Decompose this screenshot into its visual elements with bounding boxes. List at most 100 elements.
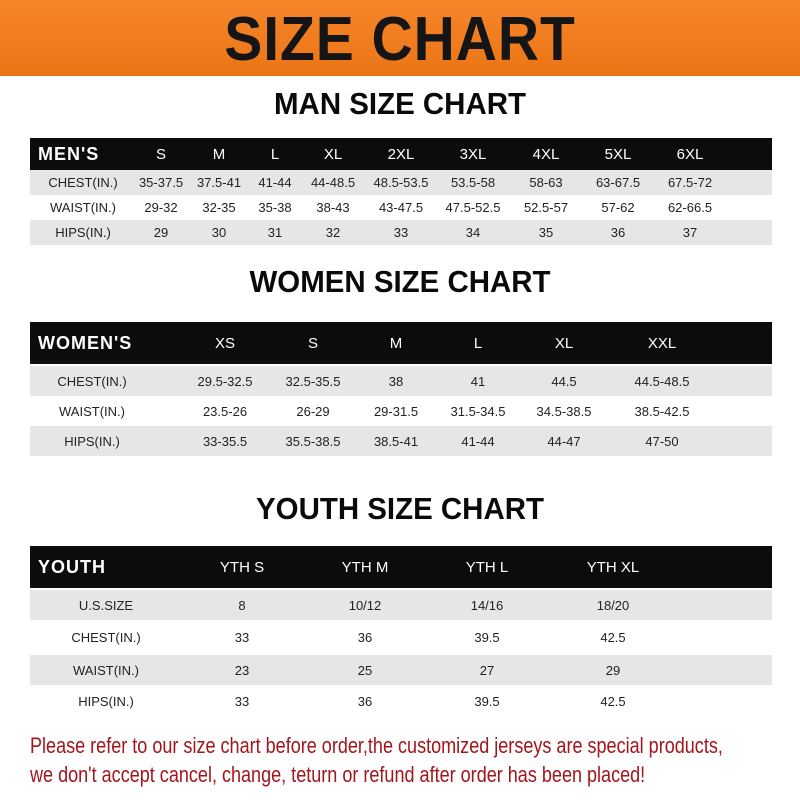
notice-line-2: we don't accept cancel, change, teturn o… [30,762,646,787]
table-cell: 57-62 [601,200,635,215]
table-cell: 67.5-72 [667,175,713,190]
size-header: YTH M [341,558,389,576]
table-cell: 38 [388,373,404,389]
table-cell: 35-37.5 [138,175,184,190]
youth-header-row: YOUTH YTH S YTH M YTH L YTH XL [30,546,772,588]
table-cell: 44.5-48.5 [634,373,690,389]
table-cell: 29-31.5 [373,403,419,419]
table-cell: 39.5 [474,630,500,645]
table-row: WAIST(IN.) 23.5-26 26-29 29-31.5 31.5-34.5 34… [30,396,772,426]
table-cell: 37 [682,225,698,240]
women-title: WOMEN SIZE CHART [249,264,551,299]
size-header: XL [554,334,574,352]
table-cell: 29-32 [144,200,178,215]
table-row: WAIST(IN.) 29-32 32-35 35-38 38-43 43-47.5 47.… [30,195,772,220]
table-cell: 35-38 [258,200,292,215]
size-header: YTH XL [586,558,640,576]
size-header: 3XL [459,145,487,163]
table-cell: 48.5-53.5 [373,175,429,190]
youth-title: YOUTH SIZE CHART [256,491,544,526]
row-label: WAIST(IN.) [50,200,116,215]
table-cell: 30 [211,225,227,240]
size-header: M [389,334,403,352]
row-label: HIPS(IN.) [55,225,111,240]
table-cell: 26-29 [296,403,330,419]
table-cell: 53.5-58 [450,175,496,190]
notice-line-1: Please refer to our size chart before or… [30,733,723,758]
size-header: 2XL [387,145,415,163]
table-cell: 44.5 [551,373,577,389]
banner: SIZE CHART [0,0,800,76]
table-cell: 33 [393,225,409,240]
size-header: S [155,145,167,163]
row-label: CHEST(IN.) [57,373,127,389]
size-header: M [212,145,226,163]
table-cell: 34.5-38.5 [536,403,592,419]
table-cell: 29 [153,225,169,240]
table-cell: 44-47 [547,433,581,449]
table-label: WOMEN'S [38,332,133,353]
size-header: L [270,145,280,163]
size-header: L [473,334,483,352]
men-title: MAN SIZE CHART [274,86,526,121]
table-cell: 37.5-41 [196,175,242,190]
table-cell: 31.5-34.5 [450,403,506,419]
table-cell: 52.5-57 [523,200,569,215]
table-row: HIPS(IN.) 33 36 39.5 42.5 [30,685,772,718]
size-header: YTH L [465,558,509,576]
table-cell: 33 [234,630,250,645]
size-header: S [307,334,319,352]
row-label: WAIST(IN.) [73,662,139,678]
table-row: CHEST(IN.) 29.5-32.5 32.5-35.5 38 41 44.5 44.5… [30,366,772,396]
table-cell: 35.5-38.5 [285,433,341,449]
table-cell: 25 [357,662,373,678]
table-cell: 32 [325,225,341,240]
table-row: U.S.SIZE 8 10/12 14/16 18/20 [30,590,772,620]
table-cell: 41-44 [461,433,495,449]
table-cell: 33-35.5 [202,433,248,449]
table-row: WAIST(IN.) 23 25 27 29 [30,655,772,685]
row-label: HIPS(IN.) [78,694,134,709]
table-cell: 32.5-35.5 [285,373,341,389]
table-cell: 42.5 [600,694,626,709]
table-cell: 29.5-32.5 [197,373,253,389]
table-cell: 36 [357,630,373,645]
table-cell: 36 [610,225,626,240]
row-label: CHEST(IN.) [48,175,118,190]
table-row: HIPS(IN.) 29 30 31 32 33 34 35 36 37 [30,220,772,245]
size-header: XS [214,334,236,352]
size-header: YTH S [219,558,265,576]
banner-title: SIZE CHART [224,5,576,74]
table-row: HIPS(IN.) 33-35.5 35.5-38.5 38.5-41 41-44 44-… [30,426,772,456]
table-cell: 41-44 [258,175,292,190]
table-cell: 32-35 [202,200,236,215]
table-cell: 62-66.5 [667,200,713,215]
size-header: XXL [647,334,677,352]
size-header: 5XL [604,145,632,163]
table-cell: 29 [605,662,621,678]
size-header: XL [323,145,343,163]
table-cell: 34 [465,225,481,240]
table-cell: 23.5-26 [202,403,248,419]
row-label: U.S.SIZE [78,597,134,613]
table-cell: 47.5-52.5 [445,200,501,215]
table-cell: 44-48.5 [310,175,356,190]
table-cell: 8 [238,597,246,613]
table-cell: 36 [357,694,373,709]
table-label: MEN'S [38,143,100,164]
size-header: 6XL [676,145,704,163]
table-cell: 33 [234,694,250,709]
men-header-row: MEN'S S M L XL 2XL 3XL 4XL 5XL 6XL [30,138,772,170]
women-header-row: WOMEN'S XS S M L XL XXL [30,322,772,364]
row-label: WAIST(IN.) [59,403,125,419]
table-cell: 14/16 [470,597,504,613]
table-cell: 47-50 [645,433,679,449]
table-cell: 18/20 [596,597,630,613]
table-cell: 27 [479,662,495,678]
table-cell: 31 [267,225,283,240]
table-cell: 39.5 [474,694,500,709]
size-header: 4XL [532,145,560,163]
row-label: CHEST(IN.) [71,630,141,645]
table-cell: 38-43 [316,200,350,215]
table-cell: 43-47.5 [378,200,424,215]
